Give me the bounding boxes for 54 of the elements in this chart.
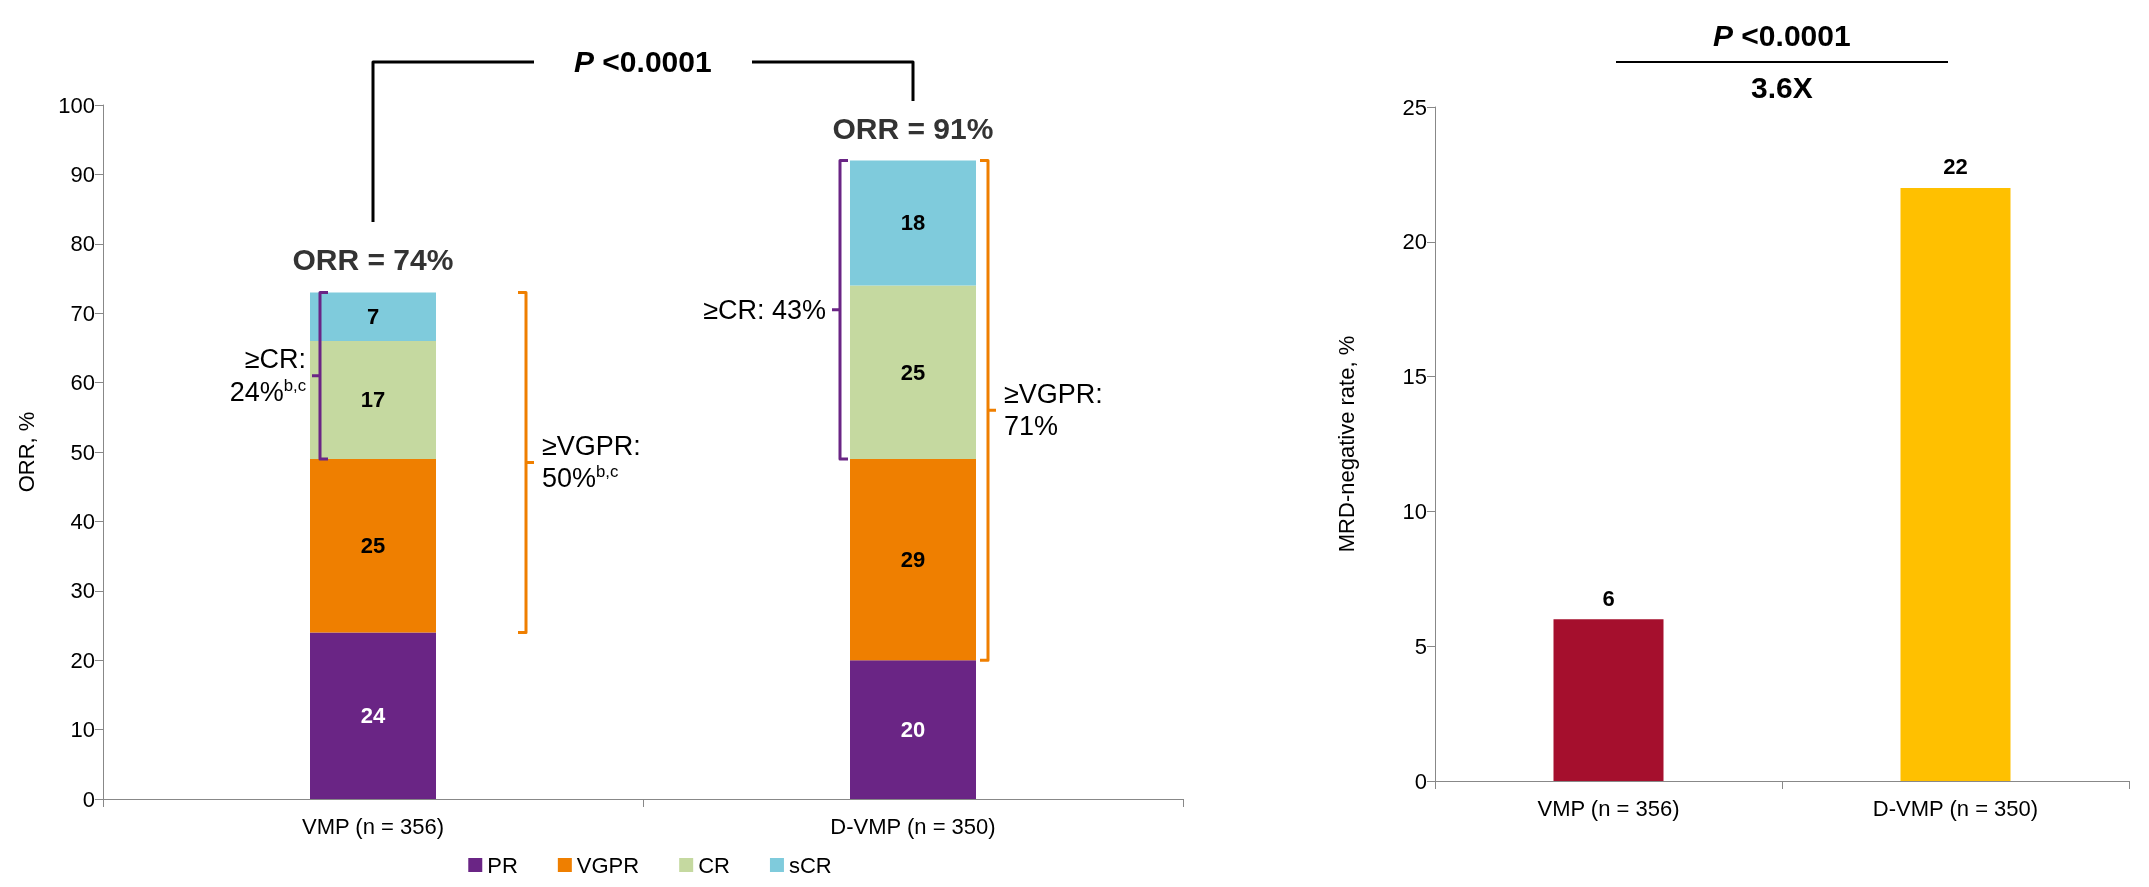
data-label: 22 xyxy=(1943,154,1968,180)
data-label: 20 xyxy=(900,717,926,743)
bar xyxy=(310,292,436,341)
y-tick-label: 5 xyxy=(1414,633,1427,659)
y-tick-label: 50 xyxy=(70,439,95,465)
annotation: ORR = 74% xyxy=(292,242,454,279)
annotation: ≥VGPR: 50%$^{b,c}$ xyxy=(542,429,642,495)
data-label: 7 xyxy=(366,304,380,330)
legend-label: CR xyxy=(698,852,730,878)
x-tick-label: VMP (n = 356) xyxy=(1537,795,1680,821)
x-tick-label: VMP (n = 356) xyxy=(301,813,445,839)
data-label: 17 xyxy=(360,387,386,413)
y-tick-label: 100 xyxy=(58,92,95,118)
y-tick-label: 25 xyxy=(1402,94,1427,120)
bar xyxy=(850,458,976,661)
annotation: ≥CR: 43% xyxy=(702,293,826,327)
data-label: 24 xyxy=(360,703,386,729)
bar xyxy=(850,160,976,286)
data-label: 25 xyxy=(360,533,386,559)
x-tick-label: D-VMP (n = 350) xyxy=(1872,795,2039,821)
y-tick-label: 20 xyxy=(70,647,95,673)
y-tick-label: 70 xyxy=(70,300,95,326)
y-tick-label: 80 xyxy=(70,231,95,257)
annotation: ≥VGPR: 71% xyxy=(1004,377,1104,443)
data-label: 18 xyxy=(900,210,926,236)
bar xyxy=(850,285,976,459)
y-tick-label: 30 xyxy=(70,578,95,604)
y-tick-label: 90 xyxy=(70,161,95,187)
y-tick-label: 0 xyxy=(82,786,95,812)
bar xyxy=(310,632,436,799)
y-tick-label: 40 xyxy=(70,508,95,534)
x-tick-label: D-VMP (n = 350) xyxy=(830,813,996,839)
data-label: 29 xyxy=(900,547,926,573)
y-tick-label: 60 xyxy=(70,370,95,396)
data-label: 6 xyxy=(1602,585,1615,611)
text: 3.6X xyxy=(1751,70,1813,106)
y-tick-label: 10 xyxy=(1402,498,1427,524)
text: P <0.0001 xyxy=(1713,18,1851,54)
y-tick-label: 10 xyxy=(70,717,95,743)
y-axis-title: ORR, % xyxy=(13,411,39,493)
bar xyxy=(310,458,436,633)
annotation: ORR = 91% xyxy=(832,110,994,147)
legend-label: VGPR xyxy=(576,852,640,878)
bar xyxy=(850,660,976,799)
annotation: ≥CR: 24%$^{b,c}$ xyxy=(228,343,306,408)
y-tick-label: 0 xyxy=(1414,768,1427,794)
bar xyxy=(310,340,436,459)
y-axis-title: MRD-negative rate, % xyxy=(1333,335,1359,553)
data-label: 25 xyxy=(900,359,926,385)
legend-label: sCR xyxy=(788,852,832,878)
y-tick-label: 15 xyxy=(1402,364,1427,390)
text: P <0.0001 xyxy=(574,44,712,80)
legend-label: PR xyxy=(487,852,518,878)
y-tick-label: 20 xyxy=(1402,229,1427,255)
